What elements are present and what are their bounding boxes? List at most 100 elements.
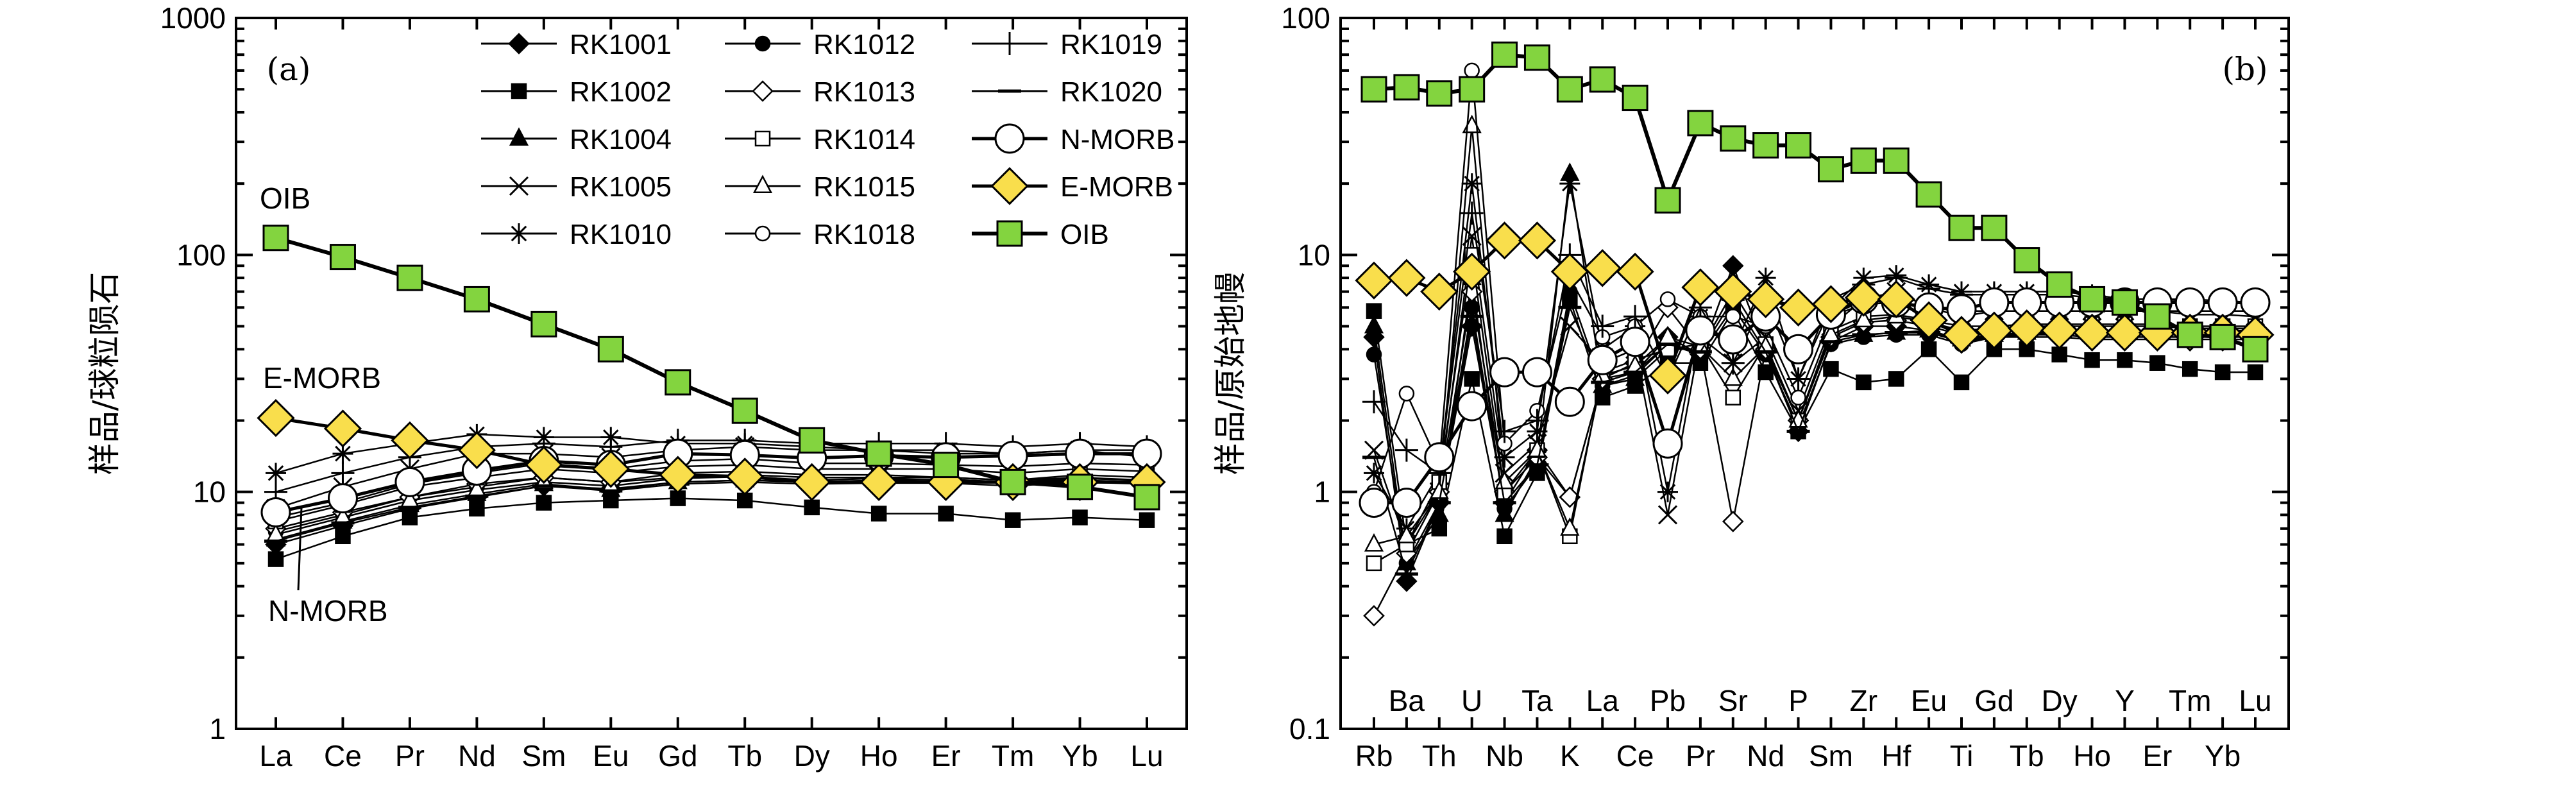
data-point xyxy=(335,528,351,545)
data-point xyxy=(1883,147,1910,174)
data-point xyxy=(1616,252,1654,291)
data-point xyxy=(1556,76,1583,103)
x-tick-label: Ce xyxy=(324,739,362,772)
data-point xyxy=(469,500,485,516)
x-tick-label: Dy xyxy=(794,739,830,772)
series-line xyxy=(1373,53,2257,352)
data-point xyxy=(1720,125,1747,152)
data-point xyxy=(1453,252,1491,291)
data-point xyxy=(332,443,353,465)
y-tick-label: 10 xyxy=(193,475,226,509)
data-point xyxy=(1591,314,1614,338)
data-point xyxy=(2013,247,2040,274)
data-point xyxy=(1786,367,1810,391)
series-line xyxy=(1373,212,2256,474)
data-point xyxy=(1747,280,1785,319)
data-point xyxy=(327,483,358,514)
y-tick-label: 0.1 xyxy=(1289,712,1330,746)
data-point xyxy=(1657,505,1678,525)
x-tick-label: Nb xyxy=(1486,739,1523,772)
data-point xyxy=(2105,313,2144,352)
data-point xyxy=(1364,463,1384,484)
data-point xyxy=(725,457,764,496)
data-point xyxy=(1461,173,1482,194)
data-point xyxy=(659,456,697,494)
data-point xyxy=(1431,520,1448,537)
data-point xyxy=(1494,447,1515,468)
data-point xyxy=(1975,311,2013,350)
data-point xyxy=(1398,386,1415,402)
x-tick-label: Sm xyxy=(1809,739,1853,772)
data-point xyxy=(1718,324,1749,355)
data-point xyxy=(2008,309,2046,348)
data-point xyxy=(1659,291,1676,307)
y-axis-title: 样品/球粒陨石 xyxy=(86,272,123,475)
legend-marker xyxy=(509,127,529,146)
data-point xyxy=(2240,287,2271,318)
x-tick-label: Nd xyxy=(458,739,496,772)
data-point xyxy=(1725,389,1741,405)
x-tick-label: La xyxy=(1586,684,1620,717)
legend-label: RK1019 xyxy=(1060,29,1162,60)
x-tick-label: K xyxy=(1560,739,1580,772)
legend-marker xyxy=(998,32,1021,55)
data-point xyxy=(1133,484,1160,511)
data-point xyxy=(1755,268,1776,289)
series-line xyxy=(275,497,1148,560)
data-point xyxy=(870,506,887,522)
legend-marker xyxy=(996,220,1023,247)
x-tick-label: Ta xyxy=(1521,684,1553,717)
data-point xyxy=(262,225,289,252)
legend-item-rk1005: RK1005 xyxy=(481,171,672,203)
legend-label: OIB xyxy=(1060,219,1109,250)
y-tick-label: 1 xyxy=(209,712,226,746)
data-point xyxy=(2242,336,2269,363)
legend-item-rk1001: RK1001 xyxy=(481,29,672,60)
data-point xyxy=(1752,132,1779,159)
data-point xyxy=(1888,371,1904,387)
data-point xyxy=(457,431,496,470)
x-tick-label: Ho xyxy=(2073,739,2111,772)
data-point xyxy=(2072,313,2112,352)
x-tick-label: Ti xyxy=(1950,739,1974,772)
x-tick-label: Dy xyxy=(2042,684,2078,717)
data-point xyxy=(1981,214,2008,241)
x-tick-label: Ho xyxy=(860,739,898,772)
x-tick-label: Lu xyxy=(2239,684,2271,717)
data-point xyxy=(1785,132,1812,159)
legend-label: RK1018 xyxy=(813,219,915,250)
legend-label: RK1013 xyxy=(813,76,915,108)
data-point xyxy=(1654,187,1681,214)
legend: RK1001 RK1012 RK1019 RK1002 RK1013 RK1020 RK10… xyxy=(481,29,1174,250)
series-oib xyxy=(262,225,1160,511)
x-tick-label: Ba xyxy=(1389,684,1425,717)
series-line xyxy=(1373,298,2255,575)
data-point xyxy=(1559,173,1580,194)
legend-item-rk1013: RK1013 xyxy=(725,76,915,108)
data-point xyxy=(860,463,898,502)
data-point xyxy=(1391,488,1422,518)
data-point xyxy=(331,461,355,485)
data-point xyxy=(1721,351,1745,375)
data-point xyxy=(1366,555,1382,572)
data-point xyxy=(2111,289,2138,316)
data-point xyxy=(2214,364,2231,380)
x-tick-label: Hf xyxy=(1881,739,1911,772)
data-point xyxy=(1364,533,1384,552)
data-point xyxy=(1393,74,1420,101)
legend-label: RK1012 xyxy=(813,29,915,60)
data-point xyxy=(2182,361,2198,377)
plot-frame xyxy=(1339,17,2290,730)
data-point xyxy=(665,369,691,396)
data-point xyxy=(1948,214,1975,241)
legend-marker xyxy=(754,225,771,242)
data-point xyxy=(463,286,490,312)
x-tick-label: Tm xyxy=(992,739,1034,772)
x-tick-label: Pr xyxy=(395,739,425,772)
legend-marker xyxy=(754,130,771,147)
series-line xyxy=(1373,298,2255,545)
data-point xyxy=(536,495,552,511)
data-point xyxy=(1725,308,1741,325)
x-tick-label: Er xyxy=(2142,739,2172,772)
curve-annotation: E-MORB xyxy=(263,361,381,395)
